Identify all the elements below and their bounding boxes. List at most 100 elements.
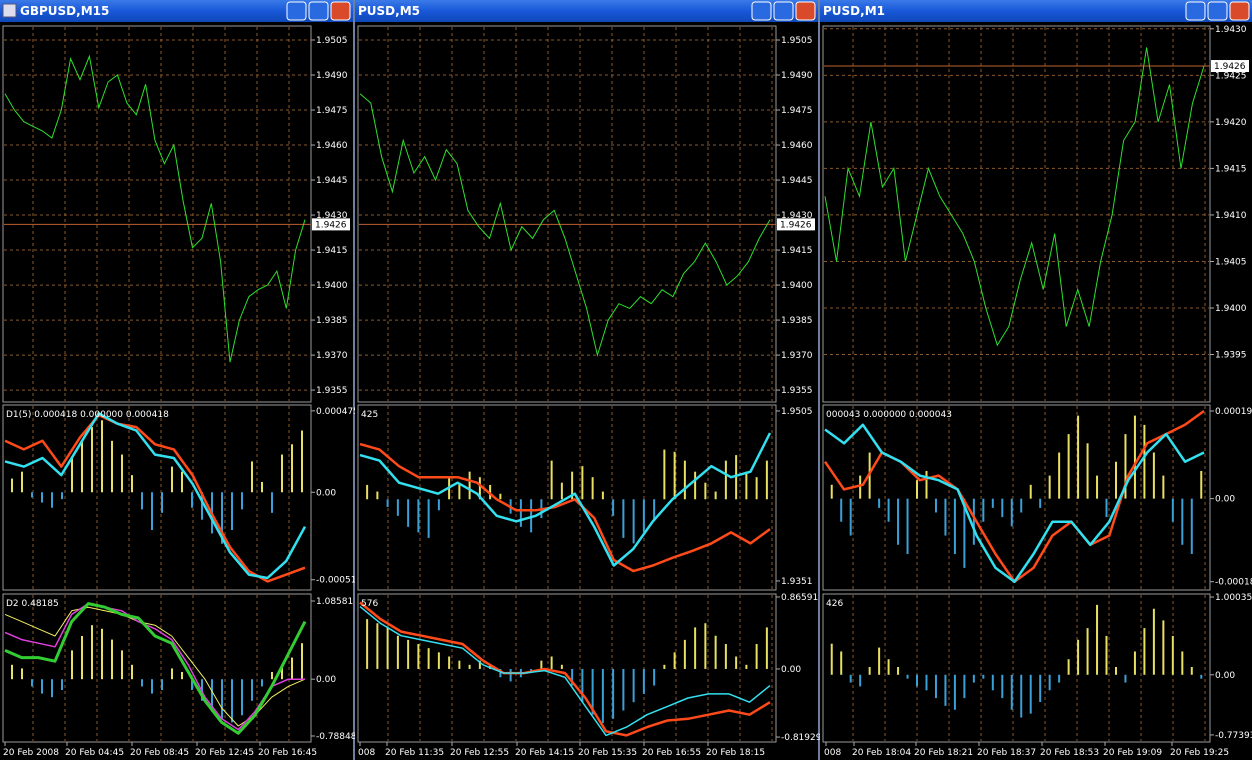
price-series [359,93,771,358]
time-label: 20 Feb 14:15 [515,748,574,758]
window-icon [2,3,17,18]
time-label: 20 Feb 04:45 [65,748,124,758]
time-label: 008 [824,748,841,758]
y-tick-label: 1.9445 [781,176,813,186]
indicator-line [359,601,771,737]
y-tick-label: -0.78848 [316,732,357,742]
y-tick-label: 1.9351 [781,577,813,587]
y-tick-label: 1.9430 [1215,25,1247,35]
y-tick-label: 1.9400 [1215,304,1247,314]
y-tick-label: 1.9505 [316,36,348,46]
price-label: 1.9426 [1214,62,1246,72]
time-label: 20 Feb 08:45 [130,748,189,758]
plot-area [357,25,777,403]
minimize-button[interactable] [751,1,772,21]
chart-window: PUSD,M5 1.9505 1.9490 1.9475 1.9460 1.9445 1.9… [355,0,822,760]
time-label: 008 [358,748,375,758]
y-tick-label: 1.9490 [316,71,348,81]
indicator-label: 000043 0.000000 0.000043 [826,410,952,420]
time-label: 20 Feb 16:55 [642,748,701,758]
close-button[interactable] [330,1,351,21]
y-tick-label: 0.000475 [316,407,359,417]
price-label-box [1211,60,1249,73]
y-tick-label: 1.9460 [316,141,348,151]
y-tick-label: 0.00 [316,488,336,498]
y-tick-label: 0.00 [781,665,801,675]
time-label: 20 Feb 16:45 [258,748,317,758]
time-label: 20 Feb 18:53 [1040,748,1099,758]
indicator-label: 426 [826,599,843,609]
y-tick-label: 0.00 [316,675,336,685]
time-label: 20 Feb 12:55 [450,748,509,758]
y-tick-label: 0.00019 [1215,407,1252,417]
y-tick-label: 1.9490 [781,71,813,81]
y-tick-label: 1.9400 [781,281,813,291]
y-tick-label: 1.9395 [1215,351,1247,361]
y-tick-label: 1.9400 [316,281,348,291]
time-label: 20 Feb 18:21 [914,748,973,758]
indicator-line [4,602,307,735]
close-button[interactable] [1229,1,1250,21]
y-tick-label: 1.9425 [1215,71,1247,81]
time-label: 20 Feb 19:09 [1103,748,1162,758]
indicator-label: D1(5) 0.000418 0.000000 0.000418 [6,410,169,420]
y-tick-label: 1.9385 [316,316,348,326]
y-tick-label: 0.00 [1215,671,1235,681]
time-label: 20 Feb 12:45 [195,748,254,758]
time-label: 20 Feb 2008 [3,748,59,758]
title-bar [355,0,818,22]
window-title: GBPUSD,M15 [20,4,109,18]
y-tick-label: -0.77393 [1215,731,1252,741]
time-label: 20 Feb 18:04 [852,748,911,758]
y-tick-label: 1.9475 [781,106,813,116]
plot-area [822,404,1211,591]
maximize-button[interactable] [1207,1,1228,21]
y-tick-label: 1.9410 [1215,211,1247,221]
y-tick-label: -0.00018 [1215,578,1252,588]
y-tick-label: 1.9415 [781,246,813,256]
plot-area [2,404,312,591]
y-tick-label: 1.9420 [1215,118,1247,128]
y-tick-label: 1.9355 [316,386,348,396]
y-tick-label: 1.9355 [781,386,813,396]
price-label-box [312,218,350,231]
maximize-button[interactable] [308,1,329,21]
price-label: 1.9426 [315,220,347,230]
y-tick-label: 1.9445 [316,176,348,186]
indicator-line [824,423,1205,583]
price-label-box [777,218,815,231]
indicator-line [4,602,305,731]
y-tick-label: 0.00 [1215,495,1235,505]
maximize-button[interactable] [773,1,794,21]
y-tick-label: 1.9415 [1215,164,1247,174]
time-label: 20 Feb 19:25 [1170,748,1229,758]
plot-area [2,593,312,743]
y-tick-label: 1.9475 [316,106,348,116]
indicator-line [4,412,307,580]
price-series [4,54,306,363]
time-label: 20 Feb 18:37 [977,748,1036,758]
window-title: PUSD,M5 [358,4,420,18]
y-tick-label: 0.86591 [781,593,818,603]
price-series [824,47,1205,347]
plot-area [822,593,1211,743]
minimize-button[interactable] [286,1,307,21]
y-tick-label: 1.9505 [781,407,813,417]
y-tick-label: 1.00035 [1215,593,1252,603]
plot-area [822,25,1211,403]
y-tick-label: 1.9405 [1215,257,1247,267]
y-tick-label: -0.00051 [316,576,356,586]
y-tick-label: 1.9505 [781,36,813,46]
chart-window: GBPUSD,M15 1.9505 1.9490 1.9475 1.9460 1.9445… [0,0,359,760]
y-tick-label: 1.9430 [316,211,348,221]
title-bar [820,0,1252,22]
close-button[interactable] [795,1,816,21]
y-tick-label: 1.08581 [316,597,353,607]
y-tick-label: 1.9415 [316,246,348,256]
title-bar [0,0,353,22]
minimize-button[interactable] [1185,1,1206,21]
indicator-line [359,432,772,567]
indicator-label: 576 [361,599,378,609]
